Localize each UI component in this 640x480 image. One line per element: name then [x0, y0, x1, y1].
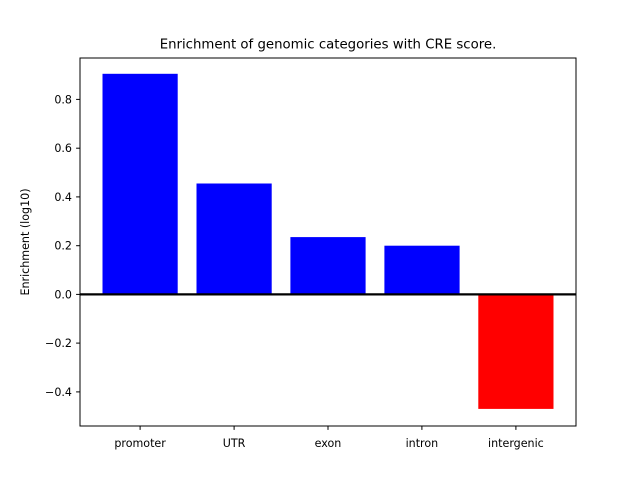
bar-UTR: [196, 183, 272, 295]
chart-title: Enrichment of genomic categories with CR…: [160, 38, 497, 53]
y-tick-label: 0.4: [54, 191, 72, 204]
bar-promoter: [102, 73, 178, 295]
y-axis-label: Enrichment (log10): [19, 188, 32, 295]
bar-intron: [384, 245, 460, 295]
y-tick-label: −0.2: [45, 337, 72, 350]
y-tick-label: 0.0: [54, 288, 72, 301]
x-tick-label-promoter: promoter: [114, 437, 166, 450]
y-tick-label: 0.6: [54, 142, 72, 155]
x-tick-label-exon: exon: [315, 437, 342, 450]
bar-exon: [290, 237, 366, 295]
x-tick-label-UTR: UTR: [223, 437, 246, 450]
y-tick-label: 0.2: [54, 240, 72, 253]
x-tick-label-intron: intron: [406, 437, 439, 450]
bar-intergenic: [478, 294, 554, 409]
y-tick-label: −0.4: [45, 386, 72, 399]
y-tick-label: 0.8: [54, 93, 72, 106]
x-tick-label-intergenic: intergenic: [488, 437, 544, 450]
